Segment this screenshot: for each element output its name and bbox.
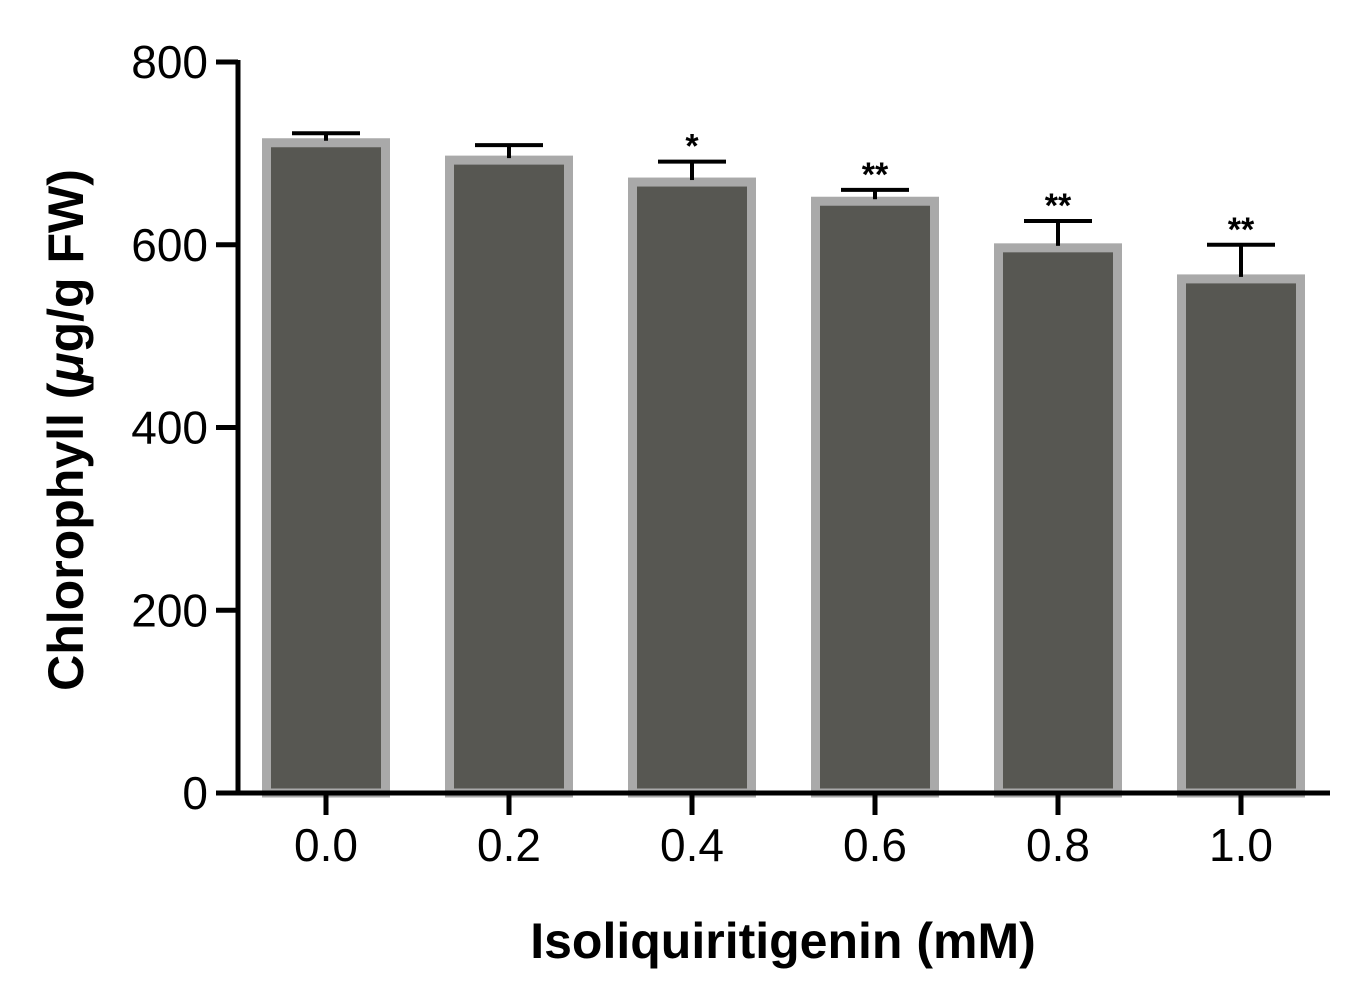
significance-0.8: **: [1045, 187, 1072, 225]
y-tick-label-200: 200: [131, 584, 208, 636]
significance-0.6: **: [862, 156, 889, 194]
significance-0.4: *: [685, 128, 699, 166]
error-bars-group: [292, 131, 1275, 277]
y-axis-title-prefix: Chlorophyll (: [38, 382, 94, 691]
y-tick-label-600: 600: [131, 219, 208, 271]
significance-1.0: **: [1228, 211, 1255, 249]
y-tick-label-0: 0: [182, 767, 208, 819]
y-tick-label-800: 800: [131, 36, 208, 88]
x-tick-label-0.2: 0.2: [477, 819, 541, 871]
y-axis: 0 200 400 600 800: [131, 36, 241, 819]
x-tick-label-0.6: 0.6: [843, 819, 907, 871]
y-axis-title-mu: μ: [38, 352, 94, 384]
bar-0.4: [628, 177, 756, 798]
bar-0.2: [445, 155, 573, 798]
y-axis-title-suffix: g/g FW): [38, 169, 94, 352]
bar-1.0: [1177, 274, 1305, 798]
x-tick-label-0.8: 0.8: [1026, 819, 1090, 871]
bars-group: [262, 138, 1305, 798]
y-axis-title: Chlorophyll (μg/g FW): [38, 169, 94, 691]
y-tick-label-400: 400: [131, 402, 208, 454]
bar-0.8: [994, 243, 1122, 798]
significance-group: *******: [685, 128, 1255, 249]
x-axis-title: Isoliquiritigenin (mM): [530, 913, 1036, 969]
x-tick-label-1.0: 1.0: [1209, 819, 1273, 871]
bar-0.0: [262, 138, 390, 798]
bar-0.6: [811, 196, 939, 798]
x-tick-label-0.4: 0.4: [660, 819, 724, 871]
x-tick-label-0.0: 0.0: [294, 819, 358, 871]
x-axis: 0.0 0.2 0.4 0.6 0.8 1.0: [238, 790, 1330, 871]
